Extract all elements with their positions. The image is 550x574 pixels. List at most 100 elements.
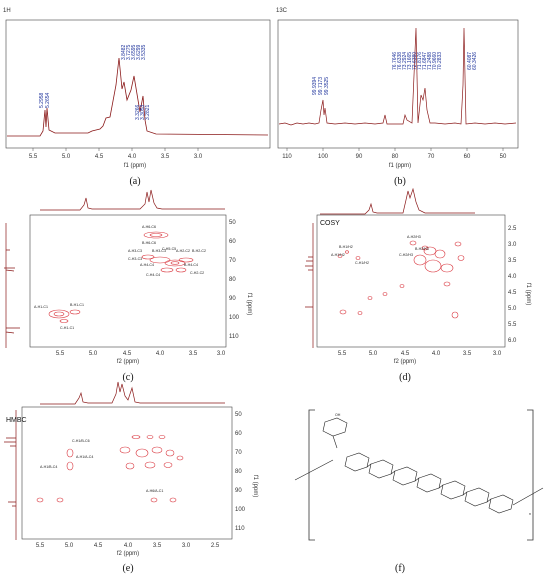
peak-annotation: A-H1/A-C4	[76, 455, 93, 459]
x-axis-label: f2 (ppm)	[117, 359, 139, 365]
peak-annotation: C-H2-C2	[190, 271, 204, 275]
panel-title: HMBC	[6, 417, 27, 424]
cosy-annotations: A-H1/H2 B-H1/H2 C-H1/H2 A-H2/H3 B-H2/H3 …	[331, 235, 429, 265]
tick-label: 5.5	[36, 543, 45, 549]
atom-label: OH	[335, 413, 341, 417]
tick-label: 3.5	[508, 258, 517, 264]
panel-label-a: (a)	[129, 176, 140, 187]
tick-label: 2.5	[508, 226, 517, 232]
tick-label: 80	[229, 277, 236, 283]
peak-annotation: B-H4-C4	[184, 263, 198, 267]
tick-label: 100	[229, 315, 240, 321]
tick-label: 4.5	[94, 543, 103, 549]
hmbc-y-axis: 50 60 70 80 90 100 110 f1 (ppm)	[235, 412, 258, 532]
tick-label: 3.0	[217, 351, 226, 357]
peak-label: 5.2958	[39, 92, 45, 108]
peak-label: 76.7646	[392, 52, 398, 70]
panel-label-b: (b)	[394, 176, 406, 187]
tick-label: 3.5	[161, 154, 170, 160]
peak-annotation: A-H6-C6	[142, 225, 156, 229]
panel-title: COSY	[320, 220, 340, 227]
peak-label: 3.6595	[131, 44, 137, 60]
peak-annotation: B-H2/H3	[415, 247, 429, 251]
peak-label: 3.3053	[140, 104, 146, 120]
tick-label: 4.5	[401, 351, 410, 357]
hmbc-x-axis: 5.5 5.0 4.5 4.0 3.5 3.0 2.5 f2 (ppm)	[36, 543, 220, 557]
tick-label: 5.5	[338, 351, 347, 357]
x-axis-label: f2 (ppm)	[117, 551, 139, 557]
tick-label: 4.5	[123, 351, 132, 357]
tick-label: 90	[229, 296, 236, 302]
tick-label: 4.0	[128, 154, 137, 160]
tick-label: 4.5	[508, 290, 517, 296]
hsqc-annotations: A-H6-C6 B-H6-C6 A-H3-C3 B-H3-C3 C-H5-C5 …	[34, 225, 206, 330]
hsqc-y-axis: 50 60 70 80 90 100 110 f1 (ppm)	[229, 220, 252, 340]
peak-label: 71.8176	[417, 52, 423, 70]
tick-label: 80	[392, 154, 399, 160]
peak-label: 73.2924	[402, 52, 408, 70]
cosy-y-axis: 2.5 3.0 3.5 4.0 4.5 5.0 5.5 6.0 f1 (ppm)	[508, 226, 531, 344]
panel-d-cosy-spectrum: COSY A-H1/H2 B-H1/H2 C-H1/H2 A-H2/H3 B-H…	[305, 188, 531, 383]
peak-annotation: C-H3-C3	[128, 257, 142, 261]
hmbc-annotations: C-H1/B-C6 A-H1/A-C4 A-H1/B-C4 A-H6/A-C1	[40, 439, 163, 493]
peak-annotation: C-H1/H2	[355, 261, 369, 265]
y-axis-label: f1 (ppm)	[246, 293, 252, 315]
peak-annotation: A-H6/A-C1	[146, 489, 163, 493]
tick-label: 3.0	[182, 543, 191, 549]
peak-label: 3.6299	[136, 44, 142, 60]
peak-annotation: A-H4-C4	[140, 263, 154, 267]
peak-annotation: A-H1/H2	[331, 253, 345, 257]
glucan-structure	[294, 417, 544, 514]
panel-label-f: (f)	[395, 563, 405, 574]
peak-label: 99.3525	[324, 77, 330, 95]
peak-annotation: C-H1/B-C6	[72, 439, 90, 443]
x-axis-label: f1 (ppm)	[124, 163, 146, 169]
peak-annotation: C-H5-C5	[162, 247, 176, 251]
tick-label: 6.0	[508, 338, 517, 344]
peak-annotation: A-H1/B-C4	[40, 465, 57, 469]
tick-label: 3.5	[463, 351, 472, 357]
tick-label: 90	[356, 154, 363, 160]
peak-annotation: B-H1-C1	[70, 303, 84, 307]
peak-annotation: C-H4-C4	[146, 273, 160, 277]
tick-label: 3.0	[508, 242, 517, 248]
peak-annotation: B-H1/H2	[339, 245, 353, 249]
proton-trace	[7, 57, 269, 137]
tick-label: 5.5	[56, 351, 65, 357]
proton-x-axis: 5.5 5.0 4.5 4.0 3.5 3.0 f1 (ppm)	[29, 148, 203, 169]
tick-label: 60	[464, 154, 471, 160]
polymer-end-label: n	[529, 512, 531, 516]
tick-label: 70	[229, 258, 236, 264]
tick-label: 3.5	[189, 351, 198, 357]
peak-label: 3.5335	[141, 44, 147, 60]
tick-label: 90	[235, 488, 242, 494]
tick-label: 3.0	[194, 154, 203, 160]
panel-f-structure: OH n (f)	[294, 409, 544, 574]
peak-annotation: A-H2-C2	[176, 249, 190, 253]
peak-annotation: C-H1-C1	[60, 326, 74, 330]
carbon-peak-labels-far: 60.4087 60.3426	[467, 52, 478, 70]
peak-label: 3.7275	[126, 44, 132, 60]
peak-label: 99.7173	[318, 77, 324, 95]
peak-label: 76.6338	[397, 52, 403, 70]
tick-label: 70	[235, 450, 242, 456]
y-axis-label: f1 (ppm)	[252, 475, 258, 497]
tick-label: 2.5	[211, 543, 220, 549]
y-axis-label: f1 (ppm)	[525, 283, 531, 305]
peak-annotation: A-H2/H3	[407, 235, 421, 239]
panel-label-d: (d)	[399, 372, 411, 383]
peak-label: 3.2821	[145, 104, 151, 120]
peak-label: 70.2833	[437, 52, 443, 70]
nucleus-label-1h: 1H	[3, 8, 11, 14]
carbon-peak-labels-right: 76.7646 76.6338 73.2924 73.1665 72.6380 …	[392, 52, 443, 70]
tick-label: 60	[235, 431, 242, 437]
peak-label: 72.6380	[412, 52, 418, 70]
panel-c-hsqc-spectrum: A-H6-C6 B-H6-C6 A-H3-C3 B-H3-C3 C-H5-C5 …	[4, 189, 252, 383]
hsqc-cross-peaks	[48, 231, 194, 323]
tick-label: 5.0	[369, 351, 378, 357]
peak-annotation: B-H2-C2	[192, 249, 206, 253]
tick-label: 100	[235, 507, 246, 513]
peak-label: 99.9394	[312, 77, 318, 95]
peak-annotation: C-H2/H3	[399, 253, 413, 257]
peak-label: 5.2654	[45, 92, 51, 108]
